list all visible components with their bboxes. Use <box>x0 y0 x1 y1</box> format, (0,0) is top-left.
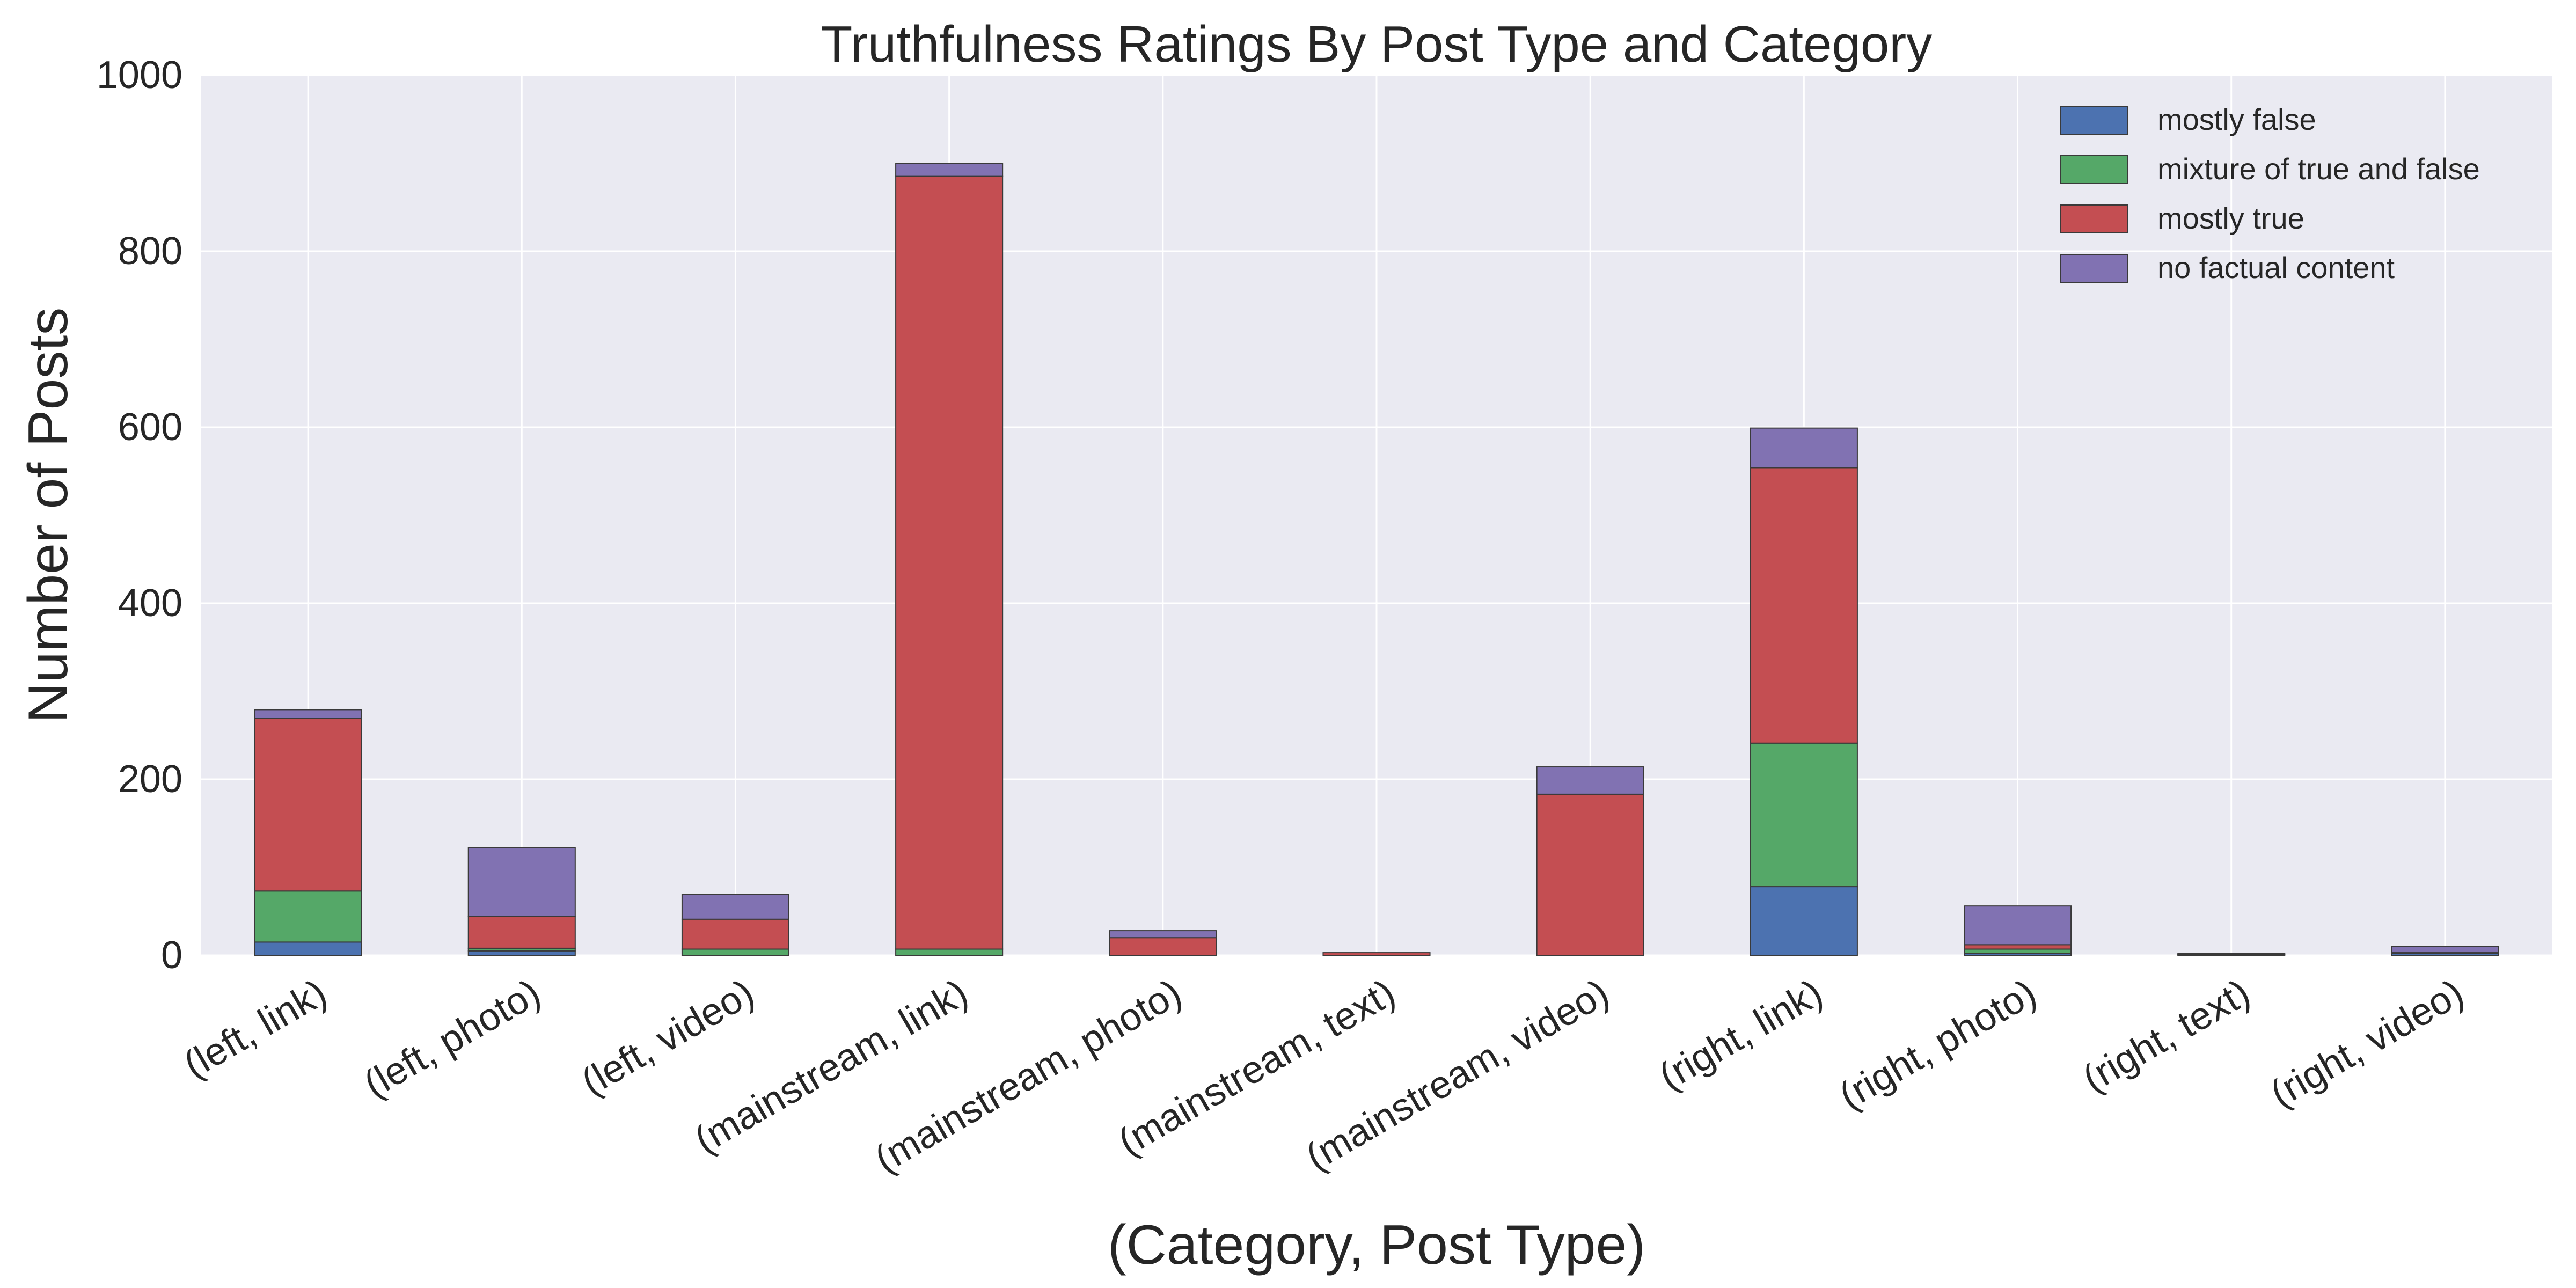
x-tick-label: (left, photo) <box>357 971 547 1106</box>
x-tick-label: (right, photo) <box>1832 971 2044 1118</box>
y-tick-label: 600 <box>118 406 182 449</box>
bar-mostly-true-left-video <box>681 918 789 950</box>
y-tick-label: 1000 <box>97 54 182 97</box>
legend-swatch-mixture <box>2060 155 2128 184</box>
bar-mostly-true-mainstream-text <box>1322 952 1431 956</box>
bar-no-factual-content-right-video <box>2391 946 2499 954</box>
bar-mostly-true-left-photo <box>467 916 576 949</box>
chart-title: Truthfulness Ratings By Post Type and Ca… <box>821 16 1932 73</box>
legend-swatch-mostly-false <box>2060 106 2128 135</box>
bar-mostly-true-mainstream-video <box>1536 793 1644 956</box>
x-tick-label: (right, video) <box>2263 971 2471 1116</box>
bar-mostly-false-left-photo <box>467 950 576 956</box>
x-tick-label: (left, video) <box>574 971 761 1104</box>
bar-mostly-true-right-photo <box>1964 944 2072 950</box>
bar-no-factual-content-right-link <box>1750 427 1858 469</box>
bar-mixture-of-true-and-false-right-link <box>1750 742 1858 888</box>
legend-label-mostly-false: mostly false <box>2157 103 2316 136</box>
legend-label-mixture: mixture of true and false <box>2157 152 2480 186</box>
y-tick-label: 400 <box>118 582 182 625</box>
y-tick-label: 200 <box>118 758 182 801</box>
x-tick-label: (right, text) <box>2076 971 2257 1101</box>
x-tick-label: (right, link) <box>1652 971 1829 1099</box>
legend-swatch-mostly-true <box>2060 204 2128 233</box>
bar-no-factual-content-right-photo <box>1964 905 2072 946</box>
bar-mostly-true-mainstream-photo <box>1109 937 1217 956</box>
x-axis-title: (Category, Post Type) <box>1108 1214 1645 1276</box>
y-tick-label: 0 <box>161 934 182 977</box>
bar-mostly-true-mainstream-link <box>895 175 1004 950</box>
bar-mostly-true-left-link <box>254 718 362 892</box>
legend-swatch-no-factual-content <box>2060 254 2128 283</box>
bar-mixture-of-true-and-false-left-link <box>254 890 362 943</box>
bar-mostly-false-right-link <box>1750 886 1858 956</box>
bar-no-factual-content-left-link <box>254 709 362 719</box>
bars <box>254 163 2499 956</box>
bar-mixture-of-true-and-false-mainstream-link <box>895 948 1004 956</box>
x-tick-label: (left, link) <box>177 971 334 1087</box>
legend-label-no-factual-content: no factual content <box>2157 251 2395 284</box>
legend: mostly false mixture of true and false m… <box>2060 103 2480 284</box>
bar-mixture-of-true-and-false-right-photo <box>1964 948 2072 954</box>
bar-no-factual-content-left-photo <box>467 847 576 917</box>
y-axis-title: Number of Posts <box>17 308 79 723</box>
bar-mostly-false-left-link <box>254 941 362 956</box>
bar-mixture-of-true-and-false-left-video <box>681 948 789 956</box>
bar-mostly-true-right-link <box>1750 467 1858 744</box>
y-tick-label: 800 <box>118 230 182 273</box>
y-tick-labels: 0 200 400 600 800 1000 <box>97 54 182 977</box>
bar-no-factual-content-mainstream-video <box>1536 766 1644 795</box>
bar-no-factual-content-left-video <box>681 894 789 920</box>
bar-no-factual-content-right-text <box>2177 953 2286 955</box>
x-tick-labels: (left, link) (left, photo) (left, video)(m… <box>177 971 2471 1181</box>
legend-label-mostly-true: mostly true <box>2157 201 2304 235</box>
bar-no-factual-content-mainstream-link <box>895 163 1004 177</box>
bar-no-factual-content-mainstream-photo <box>1109 930 1217 939</box>
